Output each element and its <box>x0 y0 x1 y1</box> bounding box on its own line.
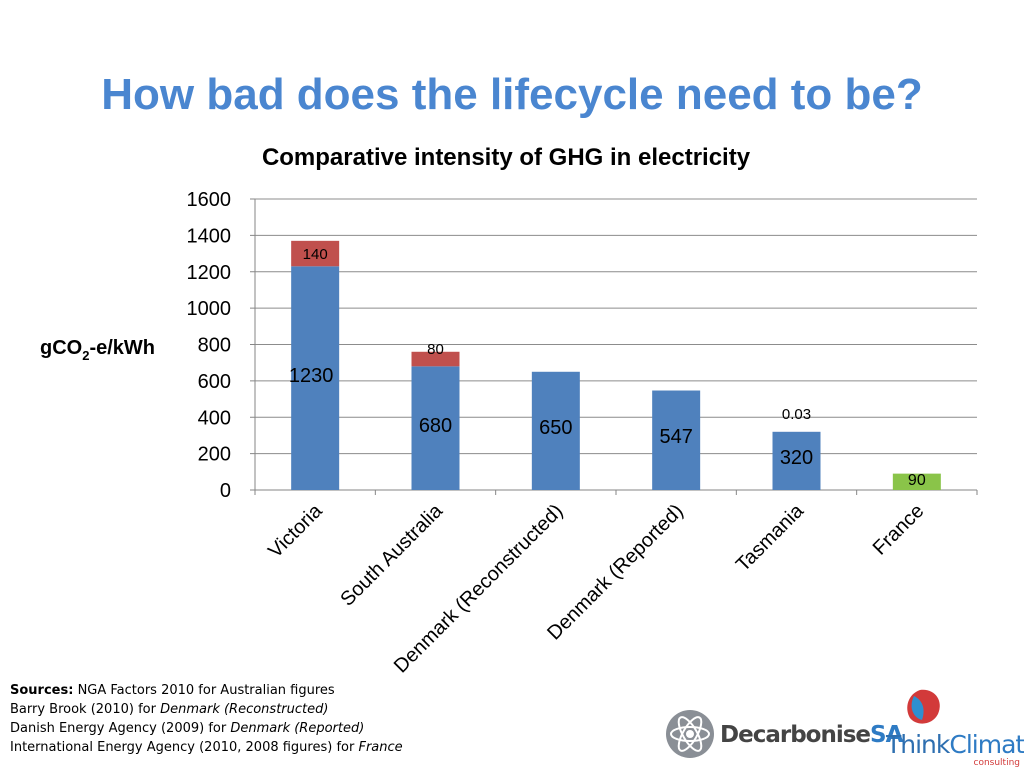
thinkclimate-logo: ThinkClimate consulting <box>880 686 1024 768</box>
x-tick-label: France <box>869 500 929 560</box>
decarbonise-atom-icon <box>666 710 714 758</box>
y-tick-label: 1200 <box>187 262 232 284</box>
bar-base <box>892 473 941 490</box>
data-label: 650 <box>539 417 572 439</box>
bar-base <box>652 390 701 490</box>
y-tick-label: 400 <box>198 407 231 429</box>
consulting-text: consulting <box>973 758 1021 768</box>
sources-line-4-italic: France <box>358 740 403 755</box>
data-label: 80 <box>427 341 444 358</box>
thinkclimate-leaf-icon <box>907 689 940 724</box>
data-label: 320 <box>780 447 813 469</box>
sources-line-3-text: Danish Energy Agency (2009) for <box>10 721 231 736</box>
data-label: 1230 <box>289 365 334 387</box>
bar-top <box>411 351 460 367</box>
bar-base <box>531 371 580 490</box>
ghg-intensity-chart: Comparative intensity of GHG in electric… <box>40 144 978 677</box>
sources-line-2: Barry Brook (2010) for Denmark (Reconstr… <box>10 700 403 719</box>
chart-title: Comparative intensity of GHG in electric… <box>262 144 751 171</box>
sources-line-4-text: International Energy Agency (2010, 2008 … <box>10 740 359 755</box>
sources-line-1: Sources: NGA Factors 2010 for Australian… <box>10 681 403 700</box>
y-axis-label: gCO2-e/kWh <box>40 337 155 363</box>
sources-line-2-italic: Denmark (Reconstructed) <box>160 702 329 717</box>
sources-label: Sources: <box>10 683 74 698</box>
data-label: 0.03 <box>782 406 811 423</box>
data-label: 547 <box>659 426 692 448</box>
x-tick-label: Denmark (Reported) <box>543 500 687 644</box>
y-tick-label: 1600 <box>187 189 232 211</box>
sources-note: Sources: NGA Factors 2010 for Australian… <box>10 681 403 757</box>
sources-line-3-italic: Denmark (Reported) <box>230 721 365 736</box>
data-label: 680 <box>419 415 452 437</box>
y-tick-label: 200 <box>198 444 231 466</box>
climate-text: Climate <box>949 730 1024 759</box>
y-axis-label-main: gCO <box>40 337 82 359</box>
decarbonise-text: Decarbonise <box>720 722 871 748</box>
y-axis-label-sub: 2 <box>82 348 89 363</box>
sources-line-2-text: Barry Brook (2010) for <box>10 702 161 717</box>
y-tick-label: 600 <box>198 371 231 393</box>
bar-base <box>411 366 460 490</box>
bar-top <box>291 240 340 267</box>
decarbonise-sa-wordmark: DecarboniseSA <box>720 722 903 748</box>
y-tick-label: 1400 <box>187 225 232 247</box>
decarbonise-sa-logo: DecarboniseSA <box>664 708 903 760</box>
data-label: 90 <box>908 472 926 489</box>
x-tick-label: Tasmania <box>732 499 809 576</box>
y-tick-label: 800 <box>198 335 231 357</box>
bar-base <box>291 266 340 490</box>
think-text: Think <box>886 730 950 759</box>
sources-line-1-text: NGA Factors 2010 for Australian figures <box>77 683 335 698</box>
x-tick-label: South Australia <box>336 499 447 610</box>
sources-line-4: International Energy Agency (2010, 2008 … <box>10 738 403 757</box>
sa-text: SA <box>870 722 903 748</box>
data-label: 140 <box>303 246 328 263</box>
thinkclimate-wordmark: ThinkClimate <box>886 730 1024 759</box>
sources-line-3: Danish Energy Agency (2009) for Denmark … <box>10 719 403 738</box>
bar-base <box>772 431 821 490</box>
y-axis-label-rest: -e/kWh <box>89 337 155 359</box>
y-tick-label: 0 <box>220 480 231 502</box>
y-tick-label: 1000 <box>187 298 232 320</box>
x-tick-label: Victoria <box>264 499 327 562</box>
slide-title: How bad does the lifecycle need to be? <box>101 70 923 119</box>
